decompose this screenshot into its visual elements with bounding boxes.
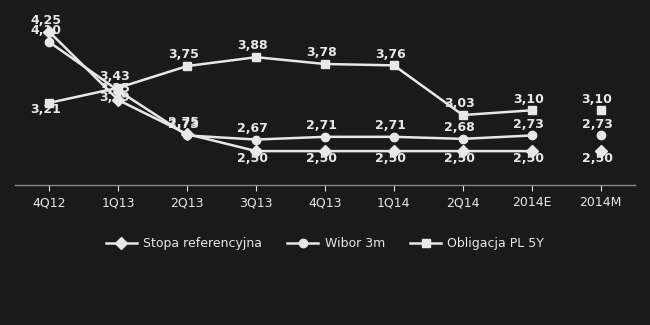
Text: 2,50: 2,50 [237,152,268,165]
Text: 3,78: 3,78 [306,46,337,59]
Text: 2,50: 2,50 [375,152,406,165]
Text: 3,75: 3,75 [168,48,199,61]
Text: 2,50: 2,50 [444,152,475,165]
Text: 2,71: 2,71 [306,119,337,132]
Text: 3,21: 3,21 [31,103,62,116]
Text: 3,03: 3,03 [444,97,474,110]
Text: 2,50: 2,50 [306,152,337,165]
Text: 3,10: 3,10 [513,93,543,106]
Text: 2,67: 2,67 [237,122,268,135]
Text: 2,73: 2,73 [168,118,199,131]
Text: 4,10: 4,10 [31,24,62,37]
Text: 3,39: 3,39 [99,91,130,104]
Text: 3,43: 3,43 [99,70,130,83]
Legend: Stopa referencyjna, Wibor 3m, Obligacja PL 5Y: Stopa referencyjna, Wibor 3m, Obligacja … [106,237,544,250]
Text: 3,10: 3,10 [582,93,612,106]
Text: 2,73: 2,73 [513,118,543,131]
Text: 2,50: 2,50 [582,152,612,165]
Text: 2,50: 2,50 [513,152,543,165]
Text: 2,68: 2,68 [444,121,474,134]
Text: 3,88: 3,88 [237,39,268,52]
Text: 4,25: 4,25 [31,14,62,27]
Text: 2,71: 2,71 [375,119,406,132]
Text: 3,25: 3,25 [99,82,131,95]
Text: 2,73: 2,73 [582,118,612,131]
Text: 3,76: 3,76 [375,47,406,60]
Text: 2,75: 2,75 [168,116,200,129]
